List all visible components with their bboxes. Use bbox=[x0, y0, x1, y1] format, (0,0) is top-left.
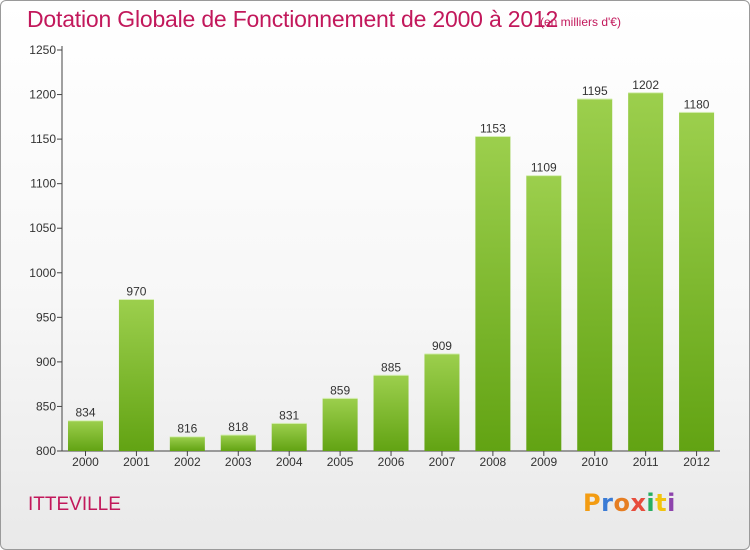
x-tick-label-2006: 2006 bbox=[378, 455, 405, 469]
y-tick-label: 1200 bbox=[29, 88, 56, 102]
value-label-2008: 1153 bbox=[480, 121, 506, 135]
logo-letter: t bbox=[655, 489, 668, 517]
value-labels: 834 970 816 818 831 859 885 909 1153 1109 1195 1202… bbox=[75, 78, 709, 436]
y-tick-label: 1150 bbox=[30, 132, 56, 146]
x-tick-label-2009: 2009 bbox=[530, 455, 557, 469]
bar-2010 bbox=[577, 99, 613, 451]
y-axis: 800 850 900 950 1000 1050 1100 1150 1200 1250 bbox=[29, 43, 63, 458]
y-tick-label: 900 bbox=[36, 355, 56, 369]
y-tick-label: 800 bbox=[36, 444, 56, 458]
chart-subtitle: (en milliers d'€) bbox=[540, 15, 621, 29]
logo-letter: i bbox=[667, 489, 676, 517]
x-tick-label-2002: 2002 bbox=[174, 455, 201, 469]
value-label-2001: 970 bbox=[126, 285, 146, 299]
x-axis: 2000 2001 2002 2003 2004 2005 2006 2007 2008 2009… bbox=[62, 450, 720, 469]
y-tick-label: 950 bbox=[36, 310, 56, 324]
value-label-2010: 1195 bbox=[582, 84, 608, 98]
logo-letter: x bbox=[630, 489, 647, 517]
value-label-2006: 885 bbox=[381, 360, 401, 374]
logo-letter: o bbox=[613, 489, 631, 517]
bar-2001 bbox=[118, 299, 154, 451]
bar-2006 bbox=[373, 375, 409, 451]
value-label-2003: 818 bbox=[228, 420, 248, 434]
x-tick-label-2007: 2007 bbox=[429, 455, 456, 469]
bar-2005 bbox=[322, 398, 358, 451]
x-tick-label-2000: 2000 bbox=[72, 455, 99, 469]
x-tick-label-2001: 2001 bbox=[123, 455, 150, 469]
bar-2011 bbox=[628, 92, 664, 452]
x-tick-label-2005: 2005 bbox=[327, 455, 354, 469]
bar-2007 bbox=[424, 353, 460, 451]
bar-2003 bbox=[220, 434, 256, 451]
x-tick-label-2012: 2012 bbox=[683, 455, 710, 469]
bar-2008 bbox=[475, 136, 511, 451]
x-tick-label-2003: 2003 bbox=[225, 455, 252, 469]
bar-2002 bbox=[169, 436, 205, 451]
y-tick-label: 1000 bbox=[29, 266, 56, 280]
x-tick-label-2004: 2004 bbox=[276, 455, 303, 469]
y-tick-label: 850 bbox=[36, 399, 56, 413]
value-label-2002: 816 bbox=[177, 422, 197, 436]
x-tick-label-2010: 2010 bbox=[581, 455, 608, 469]
bars bbox=[68, 92, 715, 452]
y-tick-label: 1050 bbox=[29, 221, 56, 235]
logo-letter: r bbox=[601, 489, 614, 517]
value-label-2007: 909 bbox=[432, 339, 452, 353]
bar-2009 bbox=[526, 175, 562, 451]
logo-letter: i bbox=[646, 489, 656, 517]
y-tick-label: 1100 bbox=[30, 177, 56, 191]
proxiti-logo[interactable]: Proxiti bbox=[583, 489, 676, 517]
value-label-2000: 834 bbox=[75, 406, 95, 420]
value-label-2004: 831 bbox=[279, 408, 299, 422]
x-tick-label-2008: 2008 bbox=[480, 455, 507, 469]
bar-2012 bbox=[679, 112, 715, 451]
bar-2004 bbox=[271, 423, 307, 451]
chart-title: Dotation Globale de Fonctionnement de 20… bbox=[27, 6, 559, 32]
value-label-2009: 1109 bbox=[531, 161, 557, 175]
logo-letter: P bbox=[583, 489, 602, 517]
y-tick-label: 1250 bbox=[29, 43, 56, 57]
x-tick-label-2011: 2011 bbox=[633, 455, 659, 469]
value-label-2005: 859 bbox=[330, 383, 350, 397]
commune-name: ITTEVILLE bbox=[28, 494, 121, 515]
value-label-2012: 1180 bbox=[684, 97, 710, 111]
bar-2000 bbox=[68, 420, 103, 451]
value-label-2011: 1202 bbox=[632, 78, 659, 92]
